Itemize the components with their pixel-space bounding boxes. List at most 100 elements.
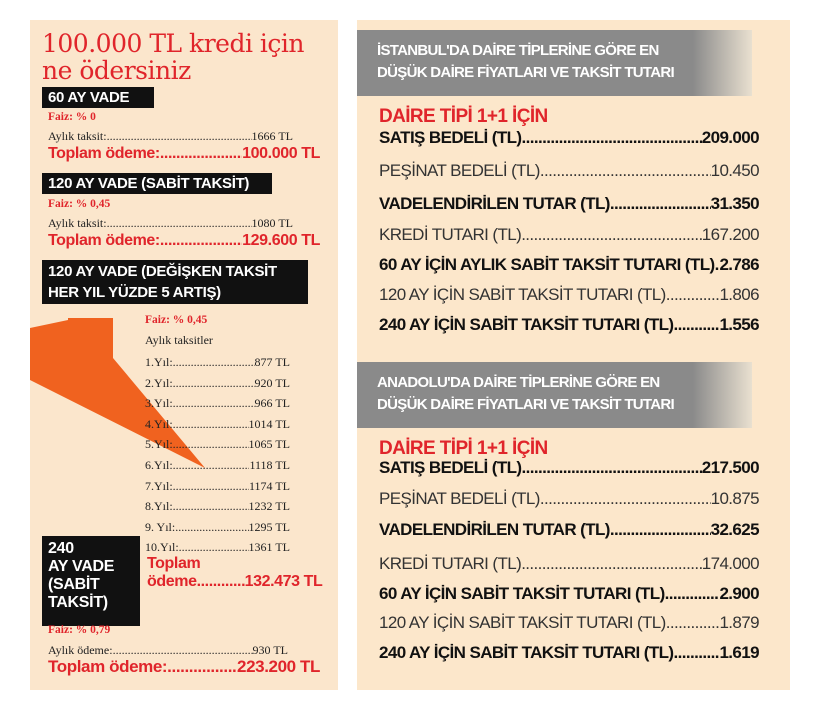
value: 132.473 TL [244, 573, 323, 590]
year-label: 10.Yıl: [145, 540, 179, 555]
price-row: 240 AY İÇİN SABİT TAKSİT TUTARI (TL) 1.61… [379, 643, 760, 663]
total-label-1: Toplam [147, 555, 201, 572]
section-header: ANADOLU'DA DAİRE TİPLERİNE GÖRE EN DÜŞÜK … [357, 362, 752, 428]
row-value: 174.000 [701, 554, 760, 573]
row-label: 120 AY İÇİN SABİT TAKSİT TUTARI (TL) [379, 613, 666, 632]
header-line-1: 120 AY VADE (DEĞİŞKEN TAKSİT [48, 263, 277, 280]
header-line-1: İSTANBUL'DA DAİRE TİPLERİNE GÖRE EN [377, 42, 659, 59]
row-value: 10.875 [710, 489, 760, 508]
plan-120-monthly: Aylık taksit: 1080 TL [48, 216, 293, 231]
value: 129.600 TL [242, 232, 320, 249]
header-line-2: HER YIL YÜZDE 5 ARTIŞ) [48, 284, 221, 301]
label: Toplam ödeme: [48, 657, 168, 676]
year-label: 6.Yıl: [145, 458, 173, 472]
row-value: 209.000 [701, 128, 760, 147]
year-row: 6.Yıl: 1118 TL [145, 458, 290, 473]
row-value: 1.619 [719, 643, 759, 662]
value: 930 TL [252, 643, 288, 657]
header-line: TAKSİT) [48, 594, 108, 611]
row-value: 217.500 [701, 458, 760, 477]
year-value: 1232 TL [248, 499, 290, 514]
label: ödeme [147, 573, 197, 590]
header-line-2: DÜŞÜK DAİRE FİYATLARI VE TAKSİT TUTARI [377, 64, 675, 81]
price-row: 60 AY İÇİN SABİT TAKSİT TUTARI (TL) 2.900 [379, 584, 760, 604]
row-label: PEŞİNAT BEDELİ (TL) [379, 489, 540, 508]
loan-payment-panel: 100.000 TL kredi için ne ödersiniz 60 AY… [30, 20, 338, 690]
section-header: İSTANBUL'DA DAİRE TİPLERİNE GÖRE EN DÜŞÜK… [357, 30, 752, 96]
row-label: 60 AY İÇİN SABİT TAKSİT TUTARI (TL) [379, 584, 665, 603]
total-row: ödeme 132.473 TL [147, 573, 323, 591]
header-line: 240 [48, 540, 74, 557]
housing-prices-panel: İSTANBUL'DA DAİRE TİPLERİNE GÖRE EN DÜŞÜK… [357, 20, 790, 690]
label: Toplam ödeme: [48, 145, 160, 162]
plan-240-monthly: Aylık ödeme: 930 TL [48, 643, 288, 658]
row-value: 167.200 [701, 225, 760, 244]
plan-240-header: 240 AY VADE (SABİT TAKSİT) [42, 536, 140, 626]
label: Aylık ödeme: [48, 643, 113, 657]
plan-120-variable-header: 120 AY VADE (DEĞİŞKEN TAKSİT HER YIL YÜZ… [42, 260, 308, 304]
plan-120-faiz: Faiz: % 0,45 [48, 198, 111, 210]
row-value: 10.450 [710, 161, 760, 180]
price-row: 240 AY İÇİN SABİT TAKSİT TUTARI (TL) 1.55… [379, 315, 760, 335]
year-label: 7.Yıl: [145, 478, 173, 493]
row-value: 2.786 [719, 255, 759, 274]
row-label: 240 AY İÇİN SABİT TAKSİT TUTARI (TL) [379, 643, 674, 662]
plan-60-total: Toplam ödeme: 100.000 TL [48, 145, 320, 163]
price-row: SATIŞ BEDELİ (TL) 217.500 [379, 458, 760, 478]
year-label: 2.Yıl: [145, 375, 173, 390]
price-row: 120 AY İÇİN SABİT TAKSİT TUTARI (TL) 1.8… [379, 285, 760, 305]
row-label: VADELENDİRİLEN TUTAR (TL) [379, 520, 610, 539]
plan-240-total: Toplam ödeme: 223.200 TL [48, 657, 320, 677]
row-value: 1.806 [719, 285, 759, 304]
section-subtitle: DAİRE TİPİ 1+1 İÇİN [379, 106, 548, 127]
plan-240-faiz: Faiz: % 0,79 [48, 624, 111, 636]
price-row: VADELENDİRİLEN TUTAR (TL) 32.625 [379, 520, 760, 540]
year-value: 1361 TL [248, 540, 290, 555]
arrow-shape [30, 318, 205, 468]
plan-60-header: 60 AY VADE [42, 87, 154, 108]
price-row: SATIŞ BEDELİ (TL) 209.000 [379, 128, 760, 148]
row-value: 2.900 [719, 584, 759, 603]
year-value: 1014 TL [248, 416, 290, 431]
value: 223.200 TL [237, 657, 320, 676]
header-line: (SABİT [48, 576, 100, 593]
plan-60-faiz: Faiz: % 0 [48, 111, 96, 123]
row-value: 32.625 [710, 520, 760, 539]
plan-120-variable-total: Toplam ödeme 132.473 TL [147, 555, 323, 591]
year-label: 5.Yıl: [145, 437, 173, 452]
year-row: 7.Yıl: 1174 TL [145, 479, 290, 494]
year-label: 9. Yıl: [145, 519, 176, 534]
row-label: VADELENDİRİLEN TUTAR (TL) [379, 194, 610, 213]
price-row: VADELENDİRİLEN TUTAR (TL) 31.350 [379, 194, 760, 214]
year-row: 8.Yıl: 1232 TL [145, 499, 290, 514]
row-label: 240 AY İÇİN SABİT TAKSİT TUTARI (TL) [379, 315, 674, 334]
value: 1666 TL [251, 129, 293, 143]
title-line-2: ne ödersiniz [42, 56, 191, 85]
row-value: 31.350 [710, 194, 760, 213]
section-subtitle: DAİRE TİPİ 1+1 İÇİN [379, 438, 548, 459]
price-row: KREDİ TUTARI (TL) 167.200 [379, 225, 760, 245]
year-value: 877 TL [254, 355, 290, 369]
header-line: AY VADE [48, 558, 115, 575]
orange-arrow [30, 318, 205, 468]
price-row: PEŞİNAT BEDELİ (TL) 10.875 [379, 489, 760, 509]
price-row: 60 AY İÇİN AYLIK SABİT TAKSİT TUTARI (TL… [379, 255, 760, 275]
plan-120-variable-faiz: Faiz: % 0,45 [145, 314, 208, 326]
row-label: PEŞİNAT BEDELİ (TL) [379, 161, 540, 180]
year-value: 1295 TL [248, 519, 290, 534]
year-row: 10.Yıl: 1361 TL [145, 540, 290, 555]
label: Toplam ödeme: [48, 232, 160, 249]
plan-120-header: 120 AY VADE (SABİT TAKSİT) [42, 173, 272, 194]
label: Aylık taksit: [48, 216, 107, 230]
row-label: 120 AY İÇİN SABİT TAKSİT TUTARI (TL) [379, 285, 666, 304]
header-line-1: ANADOLU'DA DAİRE TİPLERİNE GÖRE EN [377, 374, 660, 391]
value: 1080 TL [251, 216, 293, 230]
value: 100.000 TL [242, 145, 320, 162]
year-value: 920 TL [254, 375, 290, 390]
price-row: 120 AY İÇİN SABİT TAKSİT TUTARI (TL) 1.8… [379, 613, 760, 633]
plan-60-monthly: Aylık taksit: 1666 TL [48, 129, 293, 144]
year-row: 9. Yıl: 1295 TL [145, 520, 290, 535]
year-value: 966 TL [254, 396, 290, 411]
year-value: 1118 TL [249, 458, 290, 472]
year-row: 3.Yıl: 966 TL [145, 396, 290, 411]
